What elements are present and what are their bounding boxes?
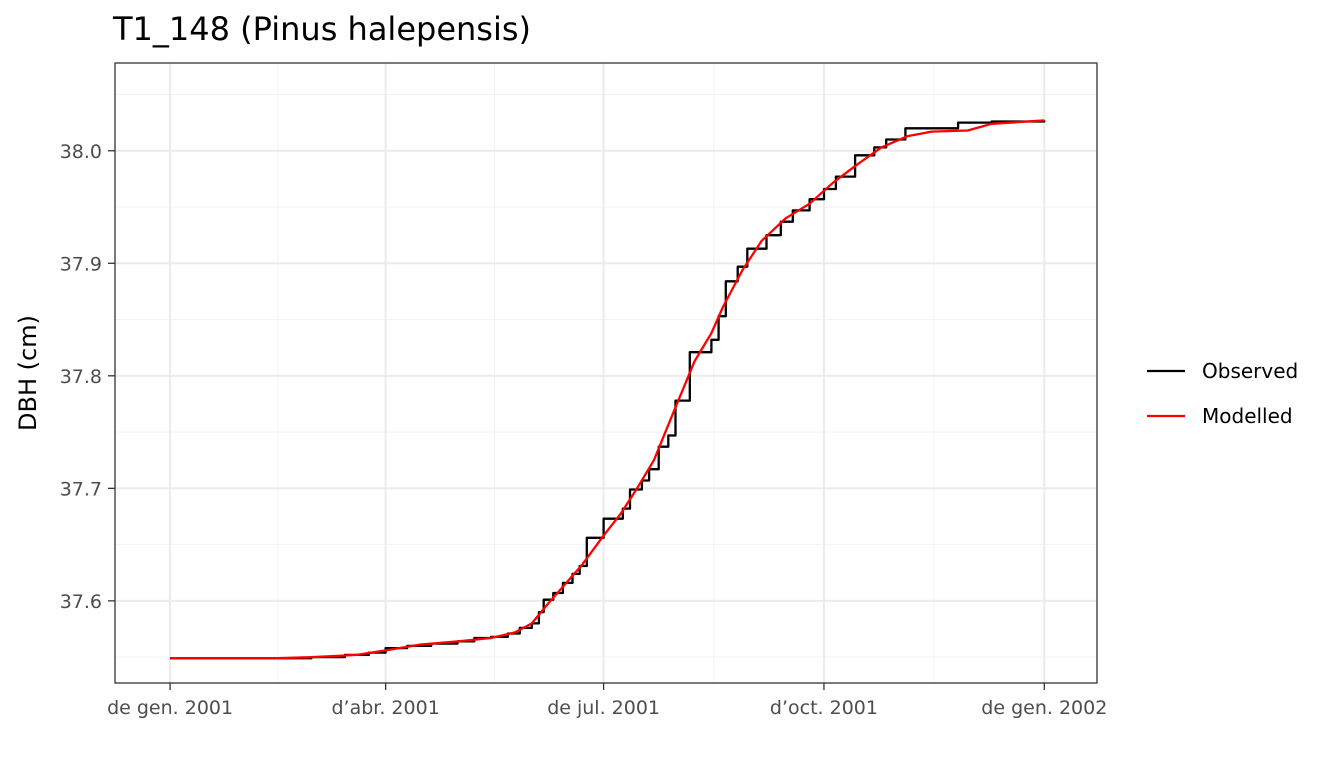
series-line-modelled [170, 119, 1045, 660]
major-gridlines [115, 63, 1097, 683]
x-tick-label: de gen. 2001 [107, 697, 233, 719]
x-tick-label: d’abr. 2001 [331, 697, 439, 719]
y-tick-label: 37.7 [60, 478, 102, 500]
chart-title: T1_148 (Pinus halepensis) [112, 10, 531, 48]
y-axis: 37.6 37.7 37.8 37.9 38.0 [60, 141, 115, 613]
series-line-observed [170, 120, 1046, 660]
y-tick-label: 37.6 [60, 591, 102, 613]
minor-gridlines [115, 63, 1097, 683]
y-axis-title: DBH (cm) [14, 315, 42, 431]
y-tick-label: 38.0 [60, 141, 102, 163]
x-tick-label: de jul. 2001 [547, 697, 660, 719]
plot-panel-border [114, 62, 1098, 684]
y-tick-label: 37.9 [60, 253, 102, 275]
y-tick-label: 37.8 [60, 366, 102, 388]
x-tick-label: d’oct. 2001 [770, 697, 878, 719]
legend-label-observed: Observed [1202, 359, 1298, 383]
legend: Observed Modelled [1147, 359, 1298, 428]
x-axis: de gen. 2001 d’abr. 2001 de jul. 2001 d’oct… [107, 683, 1107, 719]
legend-label-modelled: Modelled [1202, 404, 1293, 428]
series-layer [170, 119, 1046, 660]
x-tick-label: de gen. 2002 [981, 697, 1107, 719]
